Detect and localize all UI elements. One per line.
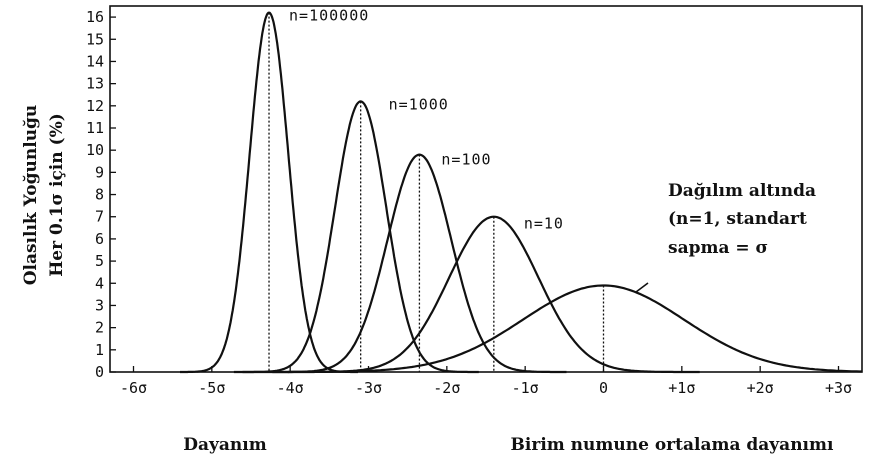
y-tick-label: 3 xyxy=(95,296,104,314)
series-label-1: n=100000 xyxy=(289,7,369,25)
series-label-3: n=100 xyxy=(441,151,491,169)
y-tick-label: 12 xyxy=(86,97,104,115)
y-axis-label-line-1: Olasılık Yoğunluğu xyxy=(21,105,41,286)
x-tick-label: +3σ xyxy=(825,379,852,397)
y-tick-label: 10 xyxy=(86,141,104,159)
x-axis-label-right: Birim numune ortalama dayanımı xyxy=(511,435,834,455)
x-tick-label: +2σ xyxy=(747,379,774,397)
x-axis-ticks: -6σ -5σ -4σ -3σ -2σ -1σ 0 +1σ +2σ +3σ xyxy=(120,366,852,397)
y-tick-label: 1 xyxy=(95,341,104,359)
y-tick-label: 4 xyxy=(95,274,104,292)
density-curve-3 xyxy=(272,153,567,374)
y-tick-label: 2 xyxy=(95,319,104,337)
y-tick-label: 0 xyxy=(95,363,104,381)
y-tick-label: 15 xyxy=(86,30,104,48)
annotation-line-1: Dağılım altında xyxy=(668,181,816,201)
curve-labels: n=100000 n=1000 n=100 n=10 xyxy=(289,7,564,233)
y-axis-label-line-2: Her 0.1σ için (%) xyxy=(47,113,67,277)
x-tick-label: -3σ xyxy=(355,379,382,397)
density-curves xyxy=(180,11,862,374)
x-tick-label: -6σ xyxy=(120,379,147,397)
x-tick-label: 0 xyxy=(599,379,608,397)
x-axis-label-left: Dayanım xyxy=(183,435,266,455)
annotation-arrow xyxy=(635,282,649,293)
y-tick-label: 7 xyxy=(95,208,104,226)
x-tick-label: -5σ xyxy=(198,379,225,397)
y-tick-label: 11 xyxy=(86,119,104,137)
y-tick-label: 8 xyxy=(95,186,104,204)
annotation-line-2: (n=1, standart xyxy=(668,209,807,229)
y-tick-label: 14 xyxy=(86,52,104,70)
y-tick-label: 16 xyxy=(86,8,104,26)
x-tick-label: -1σ xyxy=(512,379,539,397)
series-label-4: n=10 xyxy=(524,215,564,233)
y-tick-label: 5 xyxy=(95,252,104,270)
plot-frame xyxy=(109,5,863,373)
y-tick-label: 9 xyxy=(95,163,104,181)
y-tick-label: 6 xyxy=(95,230,104,248)
series-label-2: n=1000 xyxy=(389,95,449,113)
annotation-line-3: sapma = σ xyxy=(668,238,768,258)
x-tick-label: +1σ xyxy=(668,379,695,397)
x-tick-label: -4σ xyxy=(277,379,304,397)
density-curve-5 xyxy=(233,284,862,374)
y-tick-label: 13 xyxy=(86,75,104,93)
x-tick-label: -2σ xyxy=(433,379,460,397)
